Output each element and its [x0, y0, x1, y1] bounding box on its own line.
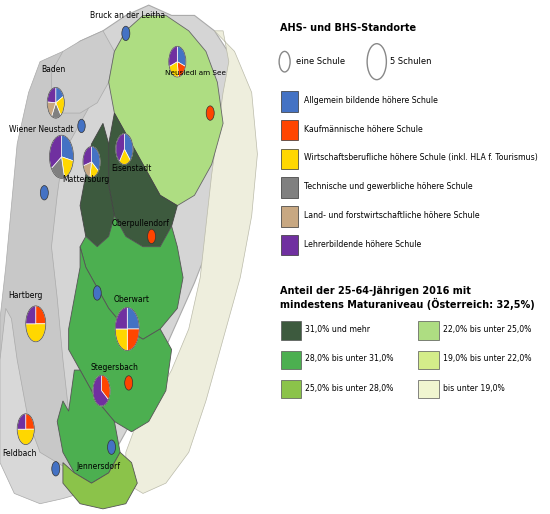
Text: Allgemein bildende höhere Schule: Allgemein bildende höhere Schule	[304, 96, 438, 105]
Text: Kaufmännische höhere Schule: Kaufmännische höhere Schule	[304, 124, 422, 134]
Polygon shape	[57, 370, 120, 483]
Wedge shape	[47, 102, 56, 116]
Bar	[280, 380, 301, 398]
Polygon shape	[63, 452, 138, 509]
Circle shape	[78, 119, 85, 133]
Wedge shape	[51, 157, 64, 178]
Wedge shape	[119, 149, 130, 164]
Text: Land- und forstwirtschaftliche höhere Schule: Land- und forstwirtschaftliche höhere Sc…	[304, 211, 480, 220]
Circle shape	[147, 229, 156, 244]
Wedge shape	[56, 87, 64, 103]
Wedge shape	[62, 135, 74, 161]
Wedge shape	[169, 62, 178, 77]
Wedge shape	[83, 146, 91, 166]
Wedge shape	[169, 46, 177, 66]
Wedge shape	[17, 414, 26, 429]
Circle shape	[206, 106, 214, 120]
Wedge shape	[26, 414, 34, 429]
Polygon shape	[52, 31, 114, 113]
Polygon shape	[0, 308, 80, 504]
Text: bis unter 19,0%: bis unter 19,0%	[443, 383, 504, 393]
Wedge shape	[17, 429, 34, 445]
Wedge shape	[90, 162, 98, 177]
Bar	[280, 351, 301, 369]
Wedge shape	[26, 324, 46, 342]
Text: 28,0% bis unter 31,0%: 28,0% bis unter 31,0%	[305, 354, 394, 363]
Text: Wiener Neustadt: Wiener Neustadt	[9, 125, 74, 134]
Text: 25,0% bis unter 28,0%: 25,0% bis unter 28,0%	[305, 383, 394, 393]
Wedge shape	[83, 162, 91, 177]
Bar	[280, 149, 298, 169]
Text: Technische und gewerbliche höhere Schule: Technische und gewerbliche höhere Schule	[304, 182, 472, 191]
Text: 5 Schulen: 5 Schulen	[390, 57, 432, 66]
Polygon shape	[80, 216, 183, 339]
Wedge shape	[127, 329, 139, 351]
Wedge shape	[62, 157, 73, 178]
Text: Stegersbach: Stegersbach	[90, 363, 139, 372]
Text: Oberwart: Oberwart	[113, 295, 150, 304]
Wedge shape	[91, 146, 100, 171]
Text: Wirtschaftsberufliche höhere Schule (inkl. HLA f. Tourismus): Wirtschaftsberufliche höhere Schule (ink…	[304, 153, 538, 162]
Polygon shape	[0, 5, 243, 493]
Bar	[418, 321, 439, 340]
Circle shape	[40, 186, 48, 200]
Text: Hartberg: Hartberg	[9, 291, 43, 300]
Wedge shape	[124, 134, 133, 160]
Text: Eisenstadt: Eisenstadt	[111, 163, 152, 173]
Polygon shape	[126, 31, 257, 493]
Circle shape	[108, 440, 115, 454]
Text: eine Schule: eine Schule	[296, 57, 345, 66]
Text: 19,0% bis unter 22,0%: 19,0% bis unter 22,0%	[443, 354, 531, 363]
Polygon shape	[69, 247, 172, 432]
Polygon shape	[109, 113, 177, 247]
Wedge shape	[102, 375, 110, 400]
Text: AHS- und BHS-Standorte: AHS- und BHS-Standorte	[280, 23, 417, 33]
Text: Mattersburg: Mattersburg	[62, 175, 109, 185]
Text: Jennersdorf: Jennersdorf	[76, 462, 120, 471]
Wedge shape	[56, 96, 64, 115]
Text: Baden: Baden	[41, 65, 65, 74]
Wedge shape	[47, 87, 56, 103]
Wedge shape	[52, 103, 61, 118]
Circle shape	[52, 462, 60, 476]
Circle shape	[122, 26, 130, 41]
Wedge shape	[93, 375, 108, 406]
Bar	[280, 321, 301, 340]
Bar	[418, 351, 439, 369]
Text: Lehrerbildende höhere Schule: Lehrerbildende höhere Schule	[304, 240, 421, 249]
Bar	[280, 91, 298, 112]
Wedge shape	[116, 134, 124, 161]
Wedge shape	[50, 135, 62, 169]
Text: Feldbach: Feldbach	[2, 449, 37, 458]
Wedge shape	[116, 307, 127, 329]
Text: Anteil der 25-64-Jährigen 2016 mit
mindestens Maturaniveau (Österreich: 32,5%): Anteil der 25-64-Jährigen 2016 mit minde…	[280, 286, 535, 310]
Polygon shape	[109, 15, 223, 206]
Wedge shape	[36, 306, 46, 324]
Bar	[280, 235, 298, 255]
Text: Bruck an der Leitha: Bruck an der Leitha	[90, 11, 165, 20]
Wedge shape	[26, 306, 36, 324]
Circle shape	[94, 286, 101, 300]
Polygon shape	[0, 51, 91, 493]
Text: 22,0% bis unter 25,0%: 22,0% bis unter 25,0%	[443, 325, 531, 334]
Wedge shape	[127, 307, 139, 329]
Wedge shape	[116, 329, 127, 351]
Text: Neusiedl am See: Neusiedl am See	[166, 70, 227, 76]
Wedge shape	[177, 46, 186, 66]
Text: 31,0% und mehr: 31,0% und mehr	[305, 325, 370, 334]
Bar	[418, 380, 439, 398]
Wedge shape	[177, 62, 185, 77]
Bar	[280, 177, 298, 198]
Circle shape	[125, 376, 133, 390]
Text: Oberpullendorf: Oberpullendorf	[111, 219, 169, 228]
Polygon shape	[80, 123, 114, 247]
Bar	[280, 120, 298, 140]
Bar	[280, 206, 298, 227]
